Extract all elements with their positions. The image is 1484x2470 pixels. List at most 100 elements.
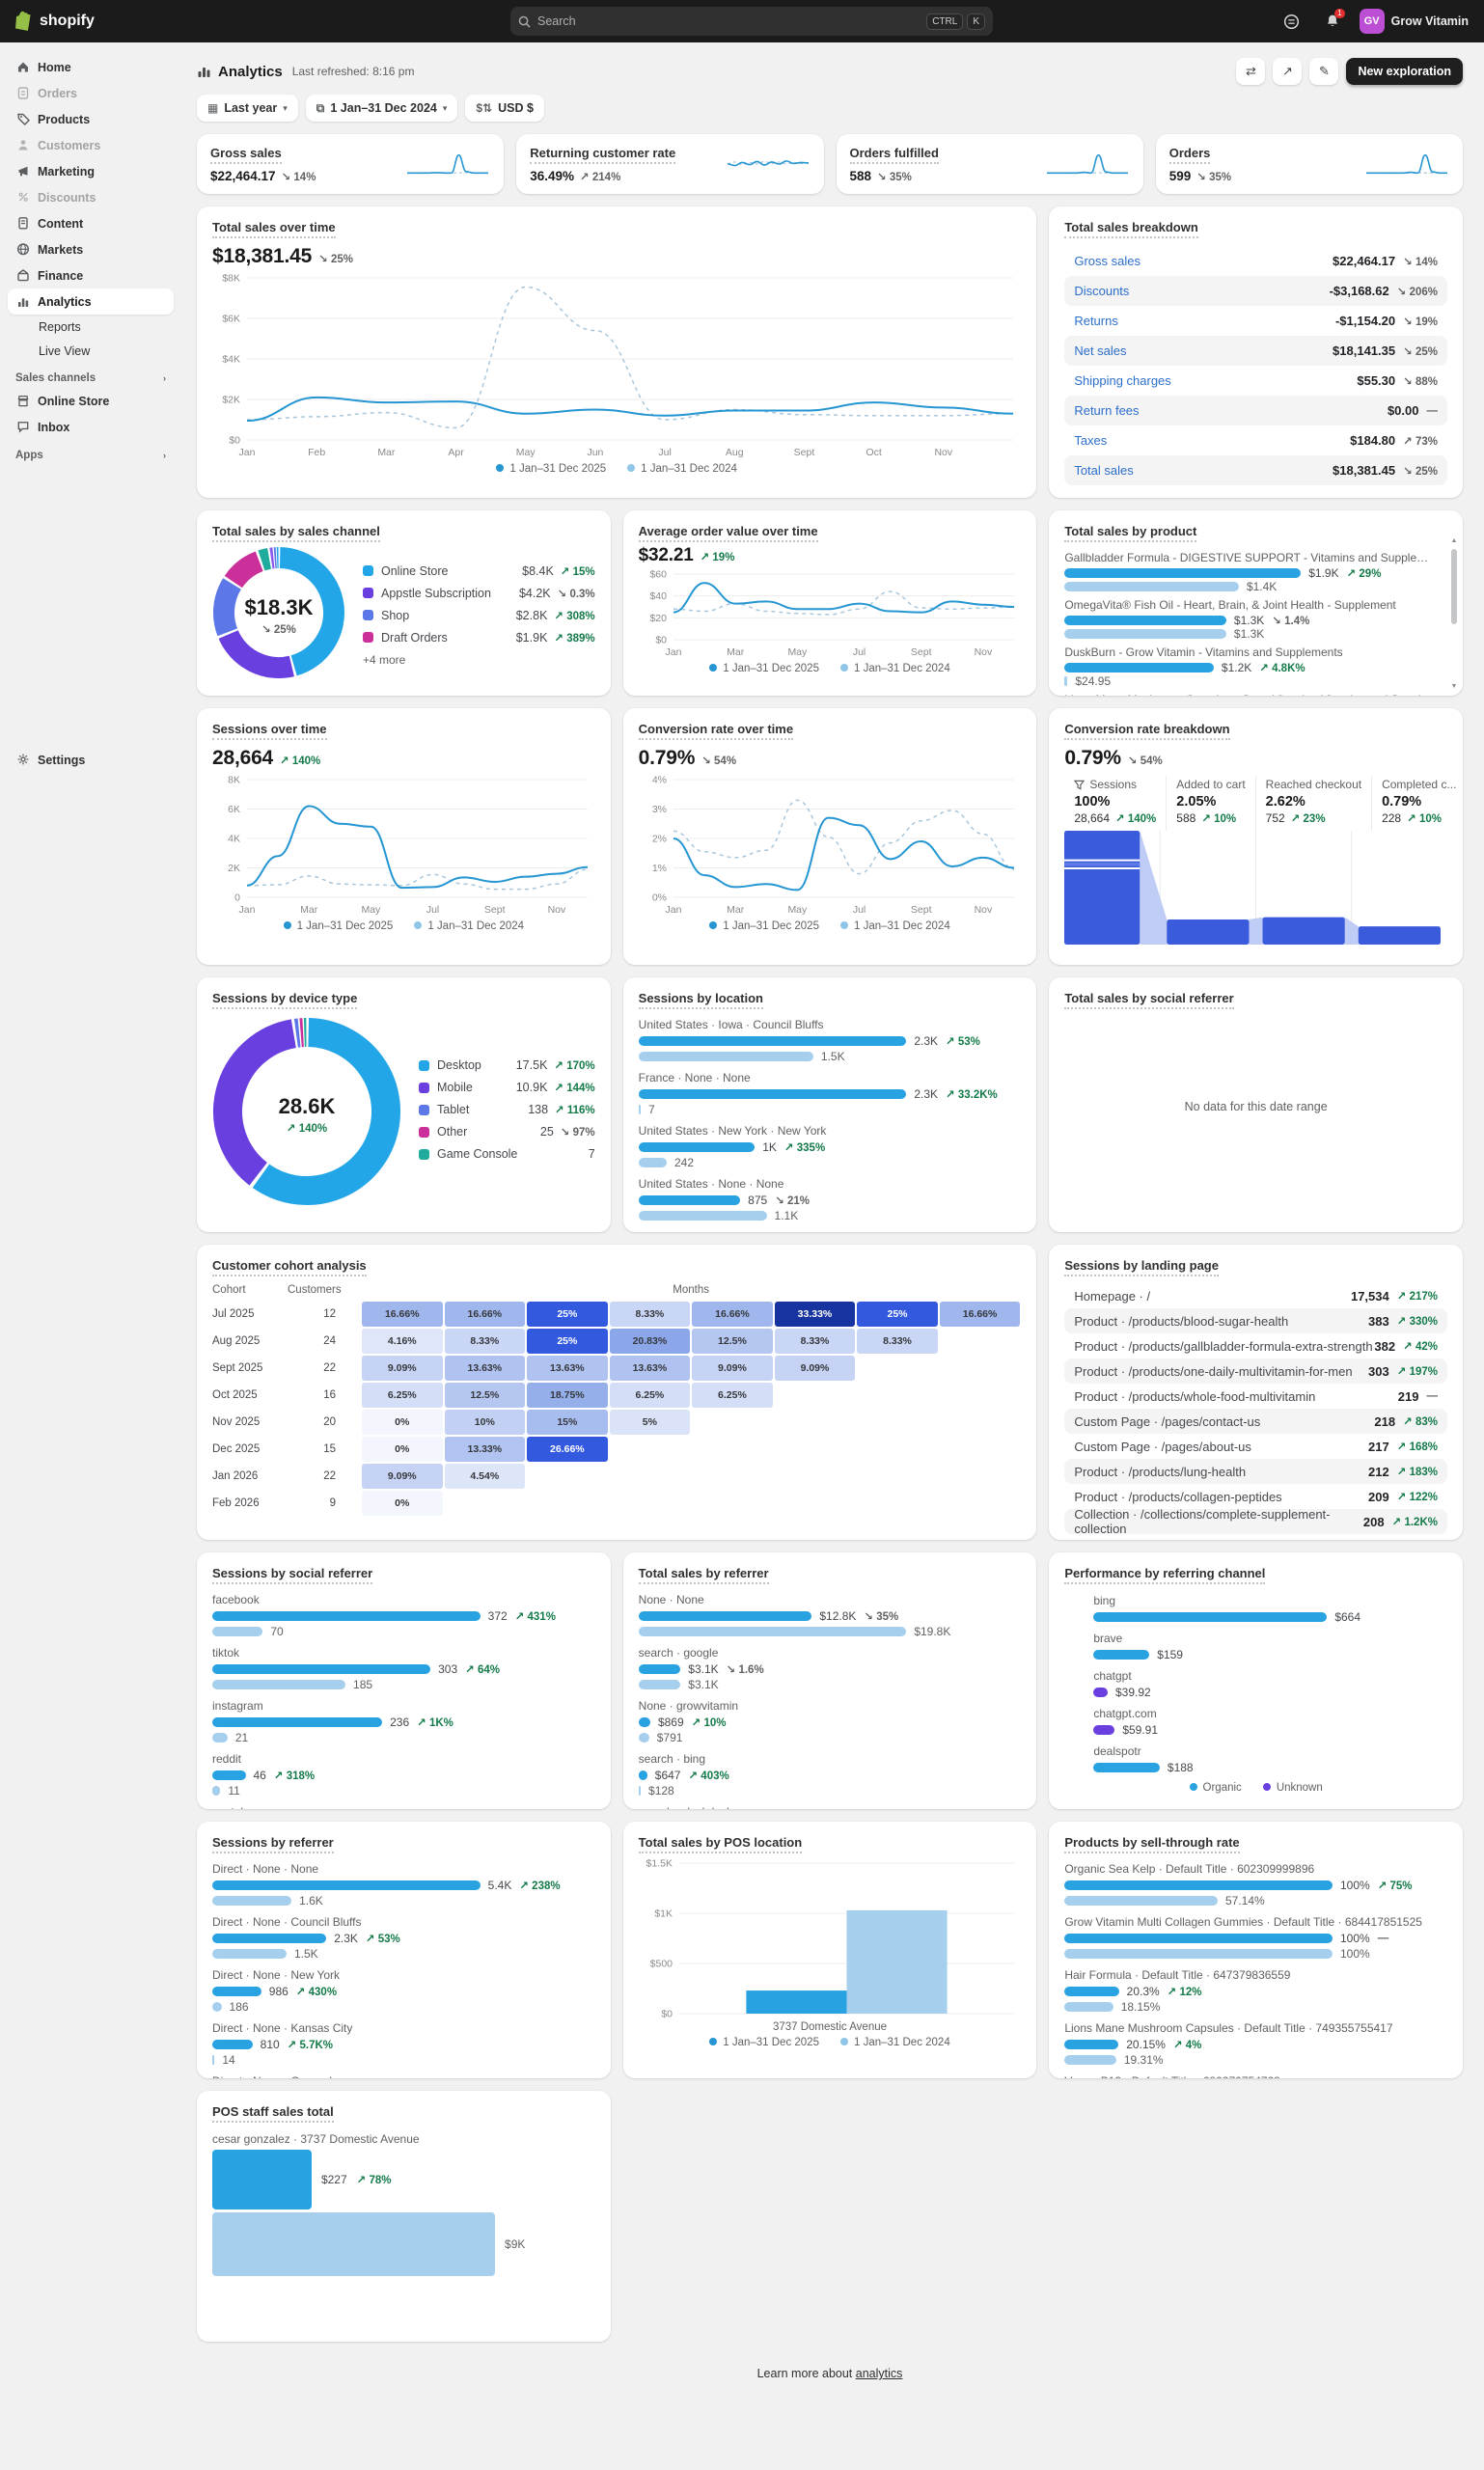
cohort-cell: 20.83% xyxy=(609,1329,691,1355)
sidebar-item-discounts[interactable]: Discounts xyxy=(8,184,174,210)
filter-chip-usd-[interactable]: $⇅ USD $ xyxy=(465,95,544,122)
svg-text:$4K: $4K xyxy=(222,354,240,366)
sidebar-item-customers[interactable]: Customers xyxy=(8,132,174,158)
sidebar-item-label: Analytics xyxy=(38,294,92,309)
svg-text:Jul: Jul xyxy=(852,904,865,916)
svg-text:2%: 2% xyxy=(651,834,666,845)
card-title[interactable]: Conversion rate breakdown xyxy=(1064,722,1230,741)
store-icon xyxy=(15,394,30,408)
metric-card-orders[interactable]: Orders 599 ↘ 35% xyxy=(1155,134,1463,194)
sidebar-item-analytics[interactable]: Analytics xyxy=(8,288,174,315)
card-title[interactable]: Average order value over time xyxy=(638,524,818,543)
delta: ↗ 318% xyxy=(273,1770,316,1782)
new-exploration-button[interactable]: New exploration xyxy=(1346,58,1463,85)
svg-text:Jul: Jul xyxy=(658,447,671,458)
sidebar-item-home[interactable]: Home xyxy=(8,54,174,80)
sidebar-item-markets[interactable]: Markets xyxy=(8,236,174,262)
filter-chip-last-year[interactable]: ▦ Last year ▾ xyxy=(197,95,298,122)
card-title[interactable]: Performance by referring channel xyxy=(1064,1566,1266,1585)
row-label[interactable]: Total sales xyxy=(1074,463,1134,479)
card-title[interactable]: Total sales by referrer xyxy=(638,1566,769,1585)
shopify-bag-icon xyxy=(15,11,31,31)
table-row: Homepage · / 17,534 ↗ 217% xyxy=(1064,1283,1447,1308)
bar-label: reddit xyxy=(212,1752,242,1767)
sidebar-item-finance[interactable]: Finance xyxy=(8,262,174,288)
bar-row: tiktok 303 ↗ 64% 185 xyxy=(212,1646,595,1691)
bar-label: Lions Mane Mushroom Complex - Grow Vitam… xyxy=(1064,693,1434,696)
card-title[interactable]: POS staff sales total xyxy=(212,2104,334,2124)
card-title[interactable]: Sessions by referrer xyxy=(212,1835,334,1854)
cohort-cell: 26.66% xyxy=(527,1437,608,1463)
row-label[interactable]: Shipping charges xyxy=(1074,373,1171,389)
card-title[interactable]: Sessions by device type xyxy=(212,991,358,1010)
card-title[interactable]: Total sales by sales channel xyxy=(212,524,380,543)
bar-row: United States · None · None 875 ↘ 21% 1.1… xyxy=(638,1177,1022,1222)
bar-row: Direct · None · Council Bluffs 2.3K ↗ 53%… xyxy=(212,1915,595,1961)
sidebar-section-apps[interactable]: Apps › xyxy=(15,450,166,461)
sidebar-item-live-view[interactable]: Live View xyxy=(8,339,174,363)
sidebar-item-inbox[interactable]: Inbox xyxy=(8,414,174,440)
svg-text:Nov: Nov xyxy=(548,904,566,916)
scrollbar[interactable]: ▲ ▼ xyxy=(1450,537,1458,690)
edit-pencil-icon[interactable]: ✎ xyxy=(1309,58,1339,85)
card-title[interactable]: Customer cohort analysis xyxy=(212,1258,367,1277)
row-label[interactable]: Discounts xyxy=(1074,284,1130,299)
delta: ↗ 122% xyxy=(1396,1492,1438,1504)
comparison-bar xyxy=(638,1679,681,1689)
svg-text:$6K: $6K xyxy=(222,314,240,325)
card-title[interactable]: Total sales by POS location xyxy=(638,1835,803,1854)
sidebar-item-reports[interactable]: Reports xyxy=(8,315,174,339)
card-title[interactable]: Total sales breakdown xyxy=(1064,220,1198,239)
svg-text:4%: 4% xyxy=(651,775,666,786)
card-title[interactable]: Conversion rate over time xyxy=(638,722,794,741)
sidebar-item-products[interactable]: Products xyxy=(8,106,174,132)
current-bar xyxy=(212,1986,261,1996)
metric-card-returning-customer-rate[interactable]: Returning customer rate 36.49% ↗ 214% xyxy=(516,134,824,194)
sidebar-item-online-store[interactable]: Online Store xyxy=(8,388,174,414)
current-bar xyxy=(212,1663,431,1674)
delta: ↗ 33.2K% xyxy=(946,1088,998,1101)
bar-label: Grow Vitamin Multi Collagen Gummies · De… xyxy=(1064,1915,1422,1930)
analytics-help-link[interactable]: analytics xyxy=(855,2367,903,2380)
card-title[interactable]: Sessions by location xyxy=(638,991,763,1010)
refresh-cycle-icon[interactable]: ⇄ xyxy=(1236,58,1266,85)
card-title[interactable]: Sessions by social referrer xyxy=(212,1566,373,1585)
quick-settings-icon[interactable] xyxy=(1278,8,1305,35)
chevron-right-icon: › xyxy=(163,451,166,460)
metric-card-gross-sales[interactable]: Gross sales $22,464.17 ↘ 14% xyxy=(197,134,505,194)
current-bar xyxy=(1064,1933,1333,1943)
row-label[interactable]: Net sales xyxy=(1074,343,1127,359)
notifications-bell-icon[interactable]: 1 xyxy=(1319,8,1346,35)
card-title[interactable]: Sessions over time xyxy=(212,722,327,741)
store-menu[interactable]: GV Grow Vitamin xyxy=(1359,9,1469,34)
shopify-logo[interactable]: shopify xyxy=(15,11,95,32)
bar-row: brave $159 xyxy=(1093,1632,1447,1661)
legend-more[interactable]: +4 more xyxy=(363,652,406,667)
card-title[interactable]: Total sales over time xyxy=(212,220,336,239)
metric-card-orders-fulfilled[interactable]: Orders fulfilled 588 ↘ 35% xyxy=(836,134,1143,194)
row-label[interactable]: Taxes xyxy=(1074,433,1108,449)
row-label[interactable]: Return fees xyxy=(1074,403,1140,419)
comparison-bar xyxy=(1064,1895,1218,1906)
card-title[interactable]: Total sales by product xyxy=(1064,524,1197,543)
svg-text:Feb: Feb xyxy=(308,447,325,458)
row-label[interactable]: Returns xyxy=(1074,314,1118,329)
card-title[interactable]: Products by sell-through rate xyxy=(1064,1835,1240,1854)
card-title[interactable]: Total sales by social referrer xyxy=(1064,991,1234,1010)
sidebar-item-orders[interactable]: Orders xyxy=(8,80,174,106)
cohort-cell: 5% xyxy=(609,1410,691,1436)
delta: — xyxy=(1426,404,1438,417)
sidebar-item-settings[interactable]: Settings xyxy=(8,747,174,773)
expand-arrow-icon[interactable]: ↗ xyxy=(1273,58,1303,85)
sidebar-item-marketing[interactable]: Marketing xyxy=(8,158,174,184)
row-value: $55.30 xyxy=(1357,373,1396,389)
social-bars: facebook 372 ↗ 431% 70 tiktok 303 ↗ 64% 18… xyxy=(212,1593,595,1809)
search-input[interactable]: Search CTRL K xyxy=(510,7,993,36)
card-title[interactable]: Sessions by landing page xyxy=(1064,1258,1219,1277)
funnel-step: Sessions 100% 28,664 ↗ 140% xyxy=(1074,778,1157,826)
filter-chip-1-jan-31-dec-2024[interactable]: ⧉ 1 Jan–31 Dec 2024 ▾ xyxy=(305,95,458,122)
sidebar-item-content[interactable]: Content xyxy=(8,210,174,236)
row-label[interactable]: Gross sales xyxy=(1074,254,1140,269)
sidebar-section-sales-channels[interactable]: Sales channels › xyxy=(15,372,166,384)
svg-text:Jan: Jan xyxy=(665,904,681,916)
